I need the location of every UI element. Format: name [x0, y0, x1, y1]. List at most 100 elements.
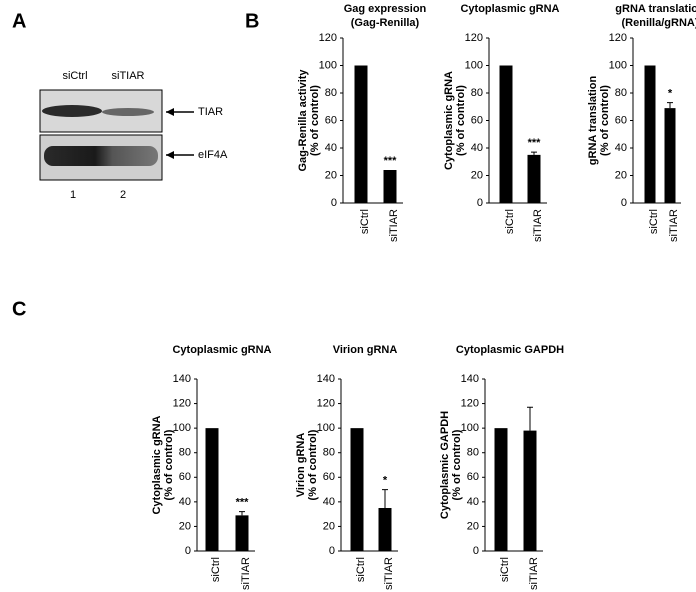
y-tick-label: 40 — [323, 496, 335, 508]
blot-band — [102, 108, 154, 116]
chart-title: Cytoplasmic GAPDH — [456, 344, 564, 356]
error-bar — [667, 102, 673, 109]
bar — [378, 508, 392, 551]
lane-label: siTIAR — [112, 70, 145, 82]
bar — [499, 65, 513, 203]
y-tick-label: 60 — [615, 114, 627, 126]
error-bar — [239, 511, 245, 516]
y-tick-label: 80 — [325, 87, 337, 99]
y-tick-label: 60 — [325, 114, 337, 126]
band-label: TIAR — [198, 106, 223, 118]
bar-chart: gRNA translation (Renilla/gRNA) gRNA trans… — [587, 3, 696, 242]
y-tick-label: 140 — [173, 373, 191, 385]
y-axis-label: Virion gRNA — [295, 433, 307, 498]
bar — [664, 108, 676, 203]
y-axis-label: (% of control) — [599, 85, 611, 156]
y-tick-label: 40 — [471, 142, 483, 154]
y-tick-label: 120 — [317, 397, 335, 409]
y-tick-label: 100 — [461, 422, 479, 434]
chart-title: Cytoplasmic gRNA — [172, 344, 271, 356]
panel-label: A — [12, 10, 26, 32]
y-tick-label: 0 — [329, 545, 335, 557]
x-tick-label: siTIAR — [528, 557, 540, 590]
significance-label: * — [668, 88, 673, 100]
bar-chart: Gag expression (Gag-Renilla) Gag-Renilla a… — [297, 3, 427, 242]
bar — [523, 430, 537, 551]
y-tick-label: 0 — [621, 197, 627, 209]
y-tick-label: 60 — [179, 471, 191, 483]
chart-title: gRNA translation — [615, 3, 696, 15]
bar — [235, 515, 249, 551]
y-axis-label: (% of control) — [455, 85, 467, 156]
x-tick-label: siTIAR — [240, 557, 252, 590]
y-tick-label: 20 — [179, 520, 191, 532]
blot-band — [44, 146, 158, 166]
lane-label: siCtrl — [62, 70, 87, 82]
y-tick-label: 20 — [323, 520, 335, 532]
x-tick-label: siTIAR — [388, 209, 400, 242]
y-tick-label: 20 — [615, 169, 627, 181]
y-tick-label: 100 — [465, 59, 483, 71]
error-bar — [531, 151, 537, 155]
arrow-head — [166, 108, 174, 116]
y-tick-label: 40 — [179, 496, 191, 508]
y-axis-label: (% of control) — [307, 429, 319, 500]
bar — [205, 428, 219, 551]
bar — [350, 428, 364, 551]
y-tick-label: 60 — [471, 114, 483, 126]
significance-label: *** — [528, 137, 542, 149]
arrow-head — [166, 151, 174, 159]
y-tick-label: 80 — [615, 87, 627, 99]
x-tick-label: siTIAR — [383, 557, 395, 590]
bar — [383, 170, 397, 203]
y-tick-label: 60 — [467, 471, 479, 483]
bar — [354, 65, 368, 203]
bar — [644, 65, 656, 203]
y-tick-label: 100 — [609, 59, 627, 71]
y-axis-label: (% of control) — [309, 85, 321, 156]
panel-label: B — [245, 10, 259, 32]
y-tick-label: 120 — [609, 32, 627, 44]
y-tick-label: 40 — [467, 496, 479, 508]
lane-number: 2 — [120, 189, 126, 201]
band-label: eIF4A — [198, 149, 228, 161]
y-tick-label: 120 — [461, 397, 479, 409]
panel-label: C — [12, 298, 26, 320]
chart-title: Virion gRNA — [333, 344, 398, 356]
x-tick-label: siCtrl — [499, 557, 511, 582]
significance-label: *** — [236, 497, 250, 509]
x-tick-label: siCtrl — [648, 209, 660, 234]
y-axis-label: (% of control) — [451, 429, 463, 500]
y-tick-label: 120 — [465, 32, 483, 44]
chart-title: (Renilla/gRNA) — [622, 17, 696, 29]
y-tick-label: 20 — [471, 169, 483, 181]
y-axis-label: gRNA translation — [587, 76, 599, 166]
y-axis-label: Cytoplasmic GAPDH — [439, 411, 451, 519]
x-tick-label: siCtrl — [504, 209, 516, 234]
chart-title: (Gag-Renilla) — [351, 17, 420, 29]
y-tick-label: 120 — [319, 32, 337, 44]
y-tick-label: 100 — [319, 59, 337, 71]
y-tick-label: 20 — [325, 169, 337, 181]
y-tick-label: 60 — [323, 471, 335, 483]
x-tick-label: siCtrl — [210, 557, 222, 582]
y-tick-label: 100 — [317, 422, 335, 434]
y-axis-label: Cytoplasmic gRNA — [151, 415, 163, 514]
x-tick-label: siTIAR — [532, 209, 544, 242]
y-tick-label: 0 — [473, 545, 479, 557]
bar — [494, 428, 508, 551]
y-tick-label: 0 — [331, 197, 337, 209]
significance-label: * — [383, 474, 388, 486]
y-axis-label: Gag-Renilla activity — [297, 69, 309, 172]
blot-band — [42, 105, 102, 117]
y-tick-label: 80 — [471, 87, 483, 99]
x-tick-label: siCtrl — [355, 557, 367, 582]
y-tick-label: 100 — [173, 422, 191, 434]
y-tick-label: 40 — [325, 142, 337, 154]
x-tick-label: siTIAR — [668, 209, 680, 242]
y-tick-label: 80 — [323, 447, 335, 459]
y-tick-label: 140 — [461, 373, 479, 385]
